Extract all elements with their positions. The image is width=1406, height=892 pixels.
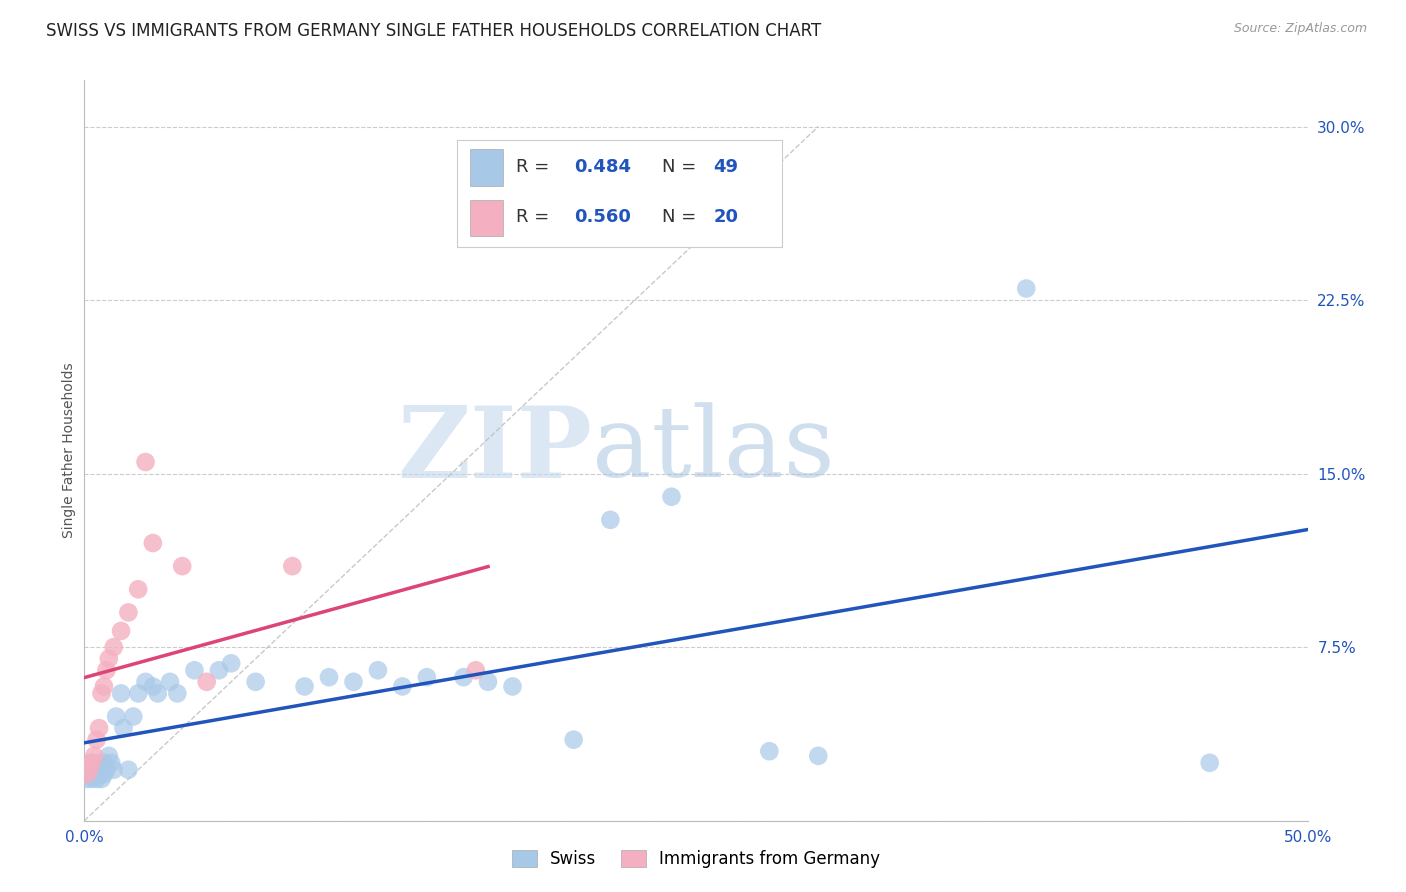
Point — [103, 640, 125, 654]
Point — [97, 748, 120, 763]
Point — [77, 763, 100, 777]
Point — [294, 680, 316, 694]
Point — [135, 674, 157, 689]
Point — [90, 763, 112, 777]
Point — [195, 674, 218, 689]
Point — [599, 513, 621, 527]
Point — [117, 763, 139, 777]
Point — [105, 709, 128, 723]
Point — [172, 559, 194, 574]
Point — [90, 772, 112, 786]
Point — [112, 721, 135, 735]
Point — [183, 663, 205, 677]
Point — [87, 721, 110, 735]
Point — [100, 756, 122, 770]
Point — [562, 732, 585, 747]
Point — [135, 455, 157, 469]
Text: ZIP: ZIP — [396, 402, 592, 499]
Point — [453, 670, 475, 684]
Point — [166, 686, 188, 700]
Point — [807, 748, 830, 763]
Point — [87, 756, 110, 770]
Point — [80, 772, 103, 786]
Point — [122, 709, 145, 723]
Point — [758, 744, 780, 758]
Point — [367, 663, 389, 677]
Point — [90, 686, 112, 700]
Text: Source: ZipAtlas.com: Source: ZipAtlas.com — [1233, 22, 1367, 36]
Point — [159, 674, 181, 689]
Point — [416, 670, 439, 684]
Point — [87, 767, 110, 781]
Point — [142, 536, 165, 550]
Point — [208, 663, 231, 677]
Point — [1198, 756, 1220, 770]
Point — [142, 680, 165, 694]
Text: SWISS VS IMMIGRANTS FROM GERMANY SINGLE FATHER HOUSEHOLDS CORRELATION CHART: SWISS VS IMMIGRANTS FROM GERMANY SINGLE … — [46, 22, 821, 40]
Point — [77, 763, 100, 777]
Point — [245, 674, 267, 689]
Point — [219, 657, 242, 671]
Point — [77, 767, 100, 781]
Point — [83, 767, 105, 781]
Point — [103, 763, 125, 777]
Point — [117, 606, 139, 620]
Point — [86, 763, 108, 777]
Point — [477, 674, 499, 689]
Point — [86, 772, 108, 786]
Point — [464, 663, 486, 677]
Point — [661, 490, 683, 504]
Point — [83, 748, 105, 763]
Point — [86, 732, 108, 747]
Point — [342, 674, 364, 689]
Point — [127, 582, 149, 597]
Point — [93, 680, 115, 694]
Point — [110, 686, 132, 700]
Point — [93, 767, 115, 781]
Legend: Swiss, Immigrants from Germany: Swiss, Immigrants from Germany — [512, 850, 880, 868]
Point — [76, 767, 98, 781]
Point — [502, 680, 524, 694]
Point — [93, 756, 115, 770]
Point — [80, 756, 103, 770]
Point — [76, 772, 98, 786]
Point — [97, 651, 120, 665]
Text: atlas: atlas — [592, 402, 835, 499]
Point — [96, 763, 118, 777]
Point — [96, 663, 118, 677]
Point — [110, 624, 132, 638]
Point — [146, 686, 169, 700]
Point — [281, 559, 304, 574]
Y-axis label: Single Father Households: Single Father Households — [62, 363, 76, 538]
Point — [391, 680, 413, 694]
Point — [80, 756, 103, 770]
Point — [127, 686, 149, 700]
Point — [1015, 281, 1038, 295]
Point — [318, 670, 340, 684]
